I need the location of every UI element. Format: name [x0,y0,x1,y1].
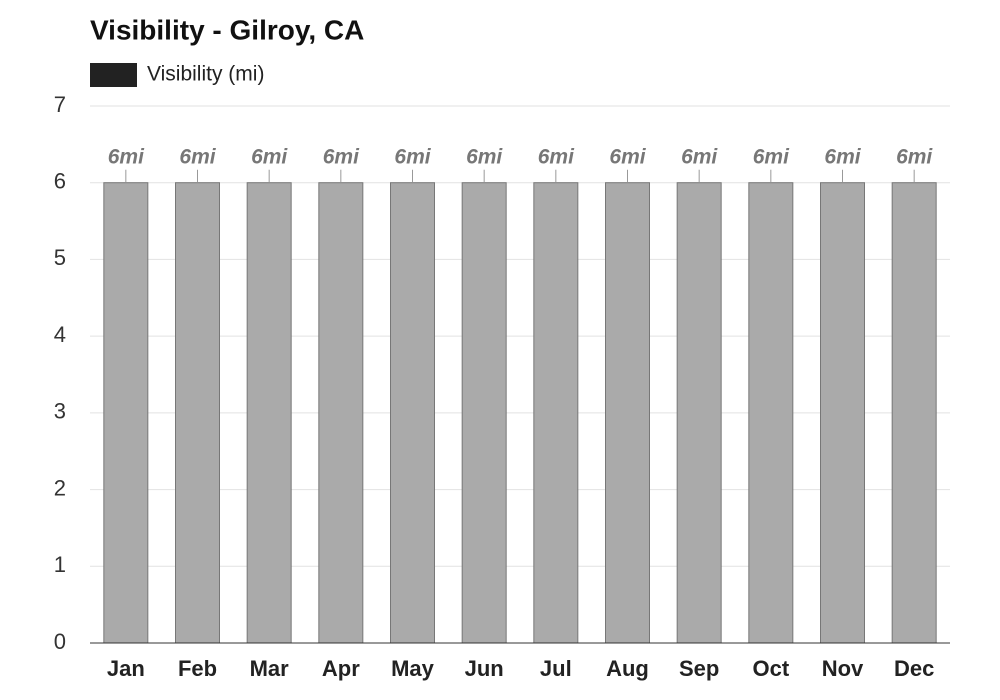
value-label: 6mi [824,145,861,168]
x-tick-label: Dec [894,656,934,681]
y-tick-label: 0 [54,629,66,654]
x-tick-label: Jul [540,656,572,681]
y-tick-label: 7 [54,92,66,117]
chart-title: Visibility - Gilroy, CA [90,14,364,45]
value-label: 6mi [896,145,933,168]
bar [820,182,865,644]
bar [891,182,937,644]
x-tick-label: Feb [178,656,217,681]
bar [390,182,435,644]
bar [103,182,149,644]
x-tick-label: Jan [107,656,145,681]
x-tick-label: Aug [606,656,649,681]
bar [246,182,292,644]
value-label: 6mi [323,145,360,168]
value-label: 6mi [466,145,503,168]
value-label: 6mi [681,145,718,168]
bar [318,182,364,644]
bar [748,182,794,644]
bar [461,182,507,644]
x-tick-label: May [391,656,435,681]
value-label: 6mi [394,145,431,168]
y-tick-label: 1 [54,552,66,577]
value-label: 6mi [538,145,575,168]
x-tick-label: Jun [465,656,504,681]
bar [676,182,722,644]
x-tick-label: Sep [679,656,719,681]
x-tick-label: Apr [322,656,360,681]
y-tick-label: 5 [54,245,66,270]
bar [533,182,579,644]
value-label: 6mi [609,145,646,168]
y-tick-label: 2 [54,475,66,500]
x-tick-label: Mar [250,656,290,681]
x-tick-label: Oct [752,656,789,681]
y-tick-label: 6 [54,169,66,194]
y-tick-label: 3 [54,399,66,424]
y-tick-label: 4 [54,322,66,347]
x-tick-label: Nov [822,656,864,681]
legend-swatch [90,63,137,87]
value-label: 6mi [108,145,145,168]
bar [605,182,650,644]
value-label: 6mi [179,145,216,168]
value-label: 6mi [753,145,790,168]
value-label: 6mi [251,145,288,168]
legend-label: Visibility (mi) [147,63,264,86]
bar [175,182,220,644]
